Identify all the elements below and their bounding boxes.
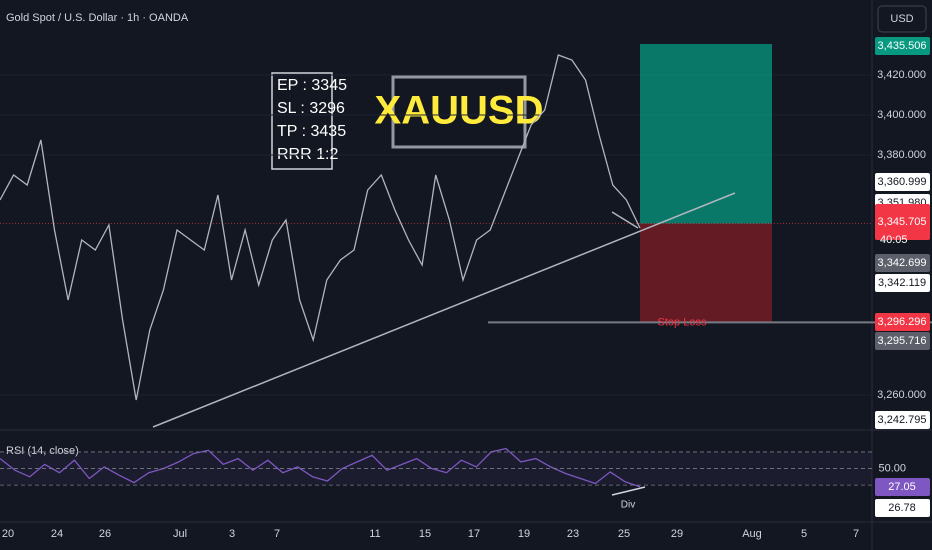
- price-badge-label: 27.05: [888, 481, 916, 493]
- x-tick-label: 7: [274, 528, 280, 540]
- x-tick-label: 29: [671, 528, 683, 540]
- x-tick-label: 25: [618, 528, 630, 540]
- price-badge-label: 3,242.795: [878, 414, 927, 426]
- y-tick-label: 3,420.000: [877, 69, 926, 81]
- stop-loss-label: Stop Loss: [658, 316, 707, 328]
- price-badge-label: 3,342.699: [878, 257, 927, 269]
- price-badge-label: 3,360.999: [878, 176, 927, 188]
- currency[interactable]: USD: [890, 13, 913, 25]
- x-tick-label: 5: [801, 528, 807, 540]
- div-line: [611, 486, 646, 496]
- y-tick-label: 3,260.000: [877, 389, 926, 401]
- x-tick-label: 11: [369, 528, 380, 540]
- symbol: XAUUSD: [375, 89, 544, 133]
- price-badge: [875, 37, 930, 55]
- trade-box-frame: [271, 72, 333, 170]
- x-tick-label: 7: [853, 528, 859, 540]
- trade-box-line: SL : 3296: [277, 100, 345, 117]
- x-tick-label: Jul: [173, 528, 187, 540]
- price-badge-label: 3,296.296: [878, 316, 927, 328]
- x-tick-label: 17: [468, 528, 480, 540]
- x-tick-label: 3: [229, 528, 235, 540]
- x-tick-label: 23: [567, 528, 579, 540]
- y-tick-label: 3,380.000: [877, 149, 926, 161]
- take-profit-zone: [640, 43, 772, 224]
- x-tick-label: 26: [99, 528, 111, 540]
- price-badge-label: 3,295.716: [878, 335, 927, 347]
- arrow-line: [611, 211, 639, 229]
- trade-box-line: EP : 3345: [277, 77, 347, 94]
- x-tick-label: Aug: [742, 528, 762, 540]
- price-badge: [875, 332, 930, 350]
- rsi-title: RSI (14, close): [6, 445, 79, 457]
- currency-button[interactable]: [877, 5, 927, 33]
- price-badge: [875, 411, 930, 429]
- trade-box-line: TP : 3435: [277, 123, 346, 140]
- symbol-frame: [391, 75, 527, 149]
- price-badge: [875, 478, 930, 496]
- x-tick-label: 20: [2, 528, 14, 540]
- countdown: 40:05: [880, 234, 908, 246]
- price-badge: [875, 499, 930, 517]
- x-tick-label: 19: [518, 528, 530, 540]
- price-badge-label: 3,435.506: [878, 40, 927, 52]
- stop-loss-zone: [640, 223, 772, 323]
- price-badge-label: 3,342.119: [878, 277, 926, 289]
- price-badge: [875, 313, 930, 331]
- price-badge-label: 26.78: [888, 502, 916, 514]
- y-tick-label: 3,400.000: [877, 109, 926, 121]
- price-badge: [875, 204, 930, 240]
- rsi-tick-label: 50.00: [878, 462, 906, 474]
- price-badge-label: 3,345.705: [878, 216, 927, 228]
- price-badge: [875, 254, 930, 272]
- x-tick-label: 24: [51, 528, 63, 540]
- x-tick-label: 15: [419, 528, 431, 540]
- price-badge: [875, 173, 930, 191]
- trend-line: [152, 192, 736, 428]
- div-label: Div: [621, 500, 635, 511]
- price-line: [0, 54, 641, 401]
- chart-title: Gold Spot / U.S. Dollar · 1h · OANDA: [6, 12, 189, 24]
- price-badge: [875, 274, 930, 292]
